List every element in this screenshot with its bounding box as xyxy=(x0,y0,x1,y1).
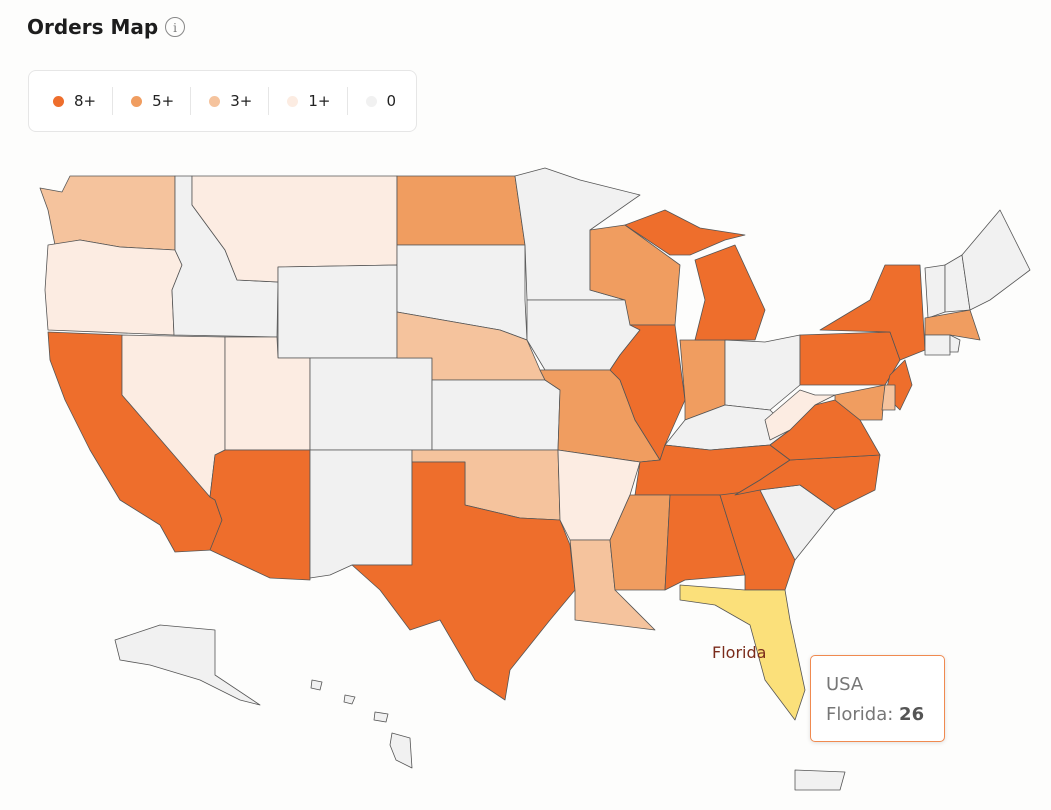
region[interactable] xyxy=(881,384,896,411)
region[interactable] xyxy=(799,331,901,386)
legend-label: 5+ xyxy=(152,92,175,110)
tooltip-row: Florida: 26 xyxy=(826,700,944,730)
region[interactable] xyxy=(624,209,746,256)
tooltip-separator: : xyxy=(887,704,894,725)
region[interactable] xyxy=(664,494,746,591)
region[interactable] xyxy=(924,309,981,341)
region[interactable] xyxy=(39,175,176,251)
region[interactable] xyxy=(431,379,561,451)
region[interactable] xyxy=(209,449,311,581)
legend-item[interactable]: 1+ xyxy=(283,87,348,115)
region[interactable] xyxy=(609,324,686,461)
region[interactable] xyxy=(309,449,413,579)
region[interactable] xyxy=(961,209,1031,311)
legend-label: 0 xyxy=(386,92,397,110)
tooltip-region: USA xyxy=(826,674,864,695)
region[interactable] xyxy=(794,769,846,791)
region[interactable] xyxy=(924,334,951,356)
legend: 8+ 5+ 3+ 1+ 0 xyxy=(28,70,417,132)
region[interactable] xyxy=(834,384,886,421)
region[interactable] xyxy=(924,264,946,319)
region[interactable] xyxy=(351,461,576,701)
region[interactable] xyxy=(114,624,261,706)
legend-label: 1+ xyxy=(308,92,331,110)
region[interactable] xyxy=(949,334,961,353)
legend-swatch xyxy=(53,95,64,107)
region[interactable] xyxy=(764,389,836,441)
region[interactable] xyxy=(44,239,183,336)
region-highlighted[interactable] xyxy=(679,584,806,721)
region[interactable] xyxy=(373,711,389,723)
region[interactable] xyxy=(694,244,766,341)
legend-item[interactable]: 5+ xyxy=(127,87,192,115)
legend-swatch xyxy=(131,95,143,107)
hover-label: Florida xyxy=(712,643,767,662)
region[interactable] xyxy=(277,264,398,359)
region[interactable] xyxy=(396,175,526,246)
legend-item[interactable]: 3+ xyxy=(205,87,270,115)
info-icon[interactable]: i xyxy=(165,17,185,37)
region[interactable] xyxy=(343,694,356,705)
region[interactable] xyxy=(310,679,323,691)
legend-label: 3+ xyxy=(230,92,253,110)
region[interactable] xyxy=(389,732,413,769)
legend-item[interactable]: 8+ xyxy=(49,87,114,115)
region[interactable] xyxy=(309,357,433,451)
legend-swatch xyxy=(365,95,377,107)
legend-swatch xyxy=(287,95,299,107)
tooltip-name: Florida xyxy=(826,704,888,725)
region[interactable] xyxy=(819,264,926,361)
legend-label: 8+ xyxy=(74,92,97,110)
tooltip-value: 26 xyxy=(899,704,925,725)
region[interactable] xyxy=(724,334,801,411)
legend-item[interactable]: 0 xyxy=(362,87,413,115)
tooltip: USA Florida: 26 xyxy=(810,655,945,742)
title: Orders Map xyxy=(27,15,159,39)
legend-swatch xyxy=(209,95,221,107)
